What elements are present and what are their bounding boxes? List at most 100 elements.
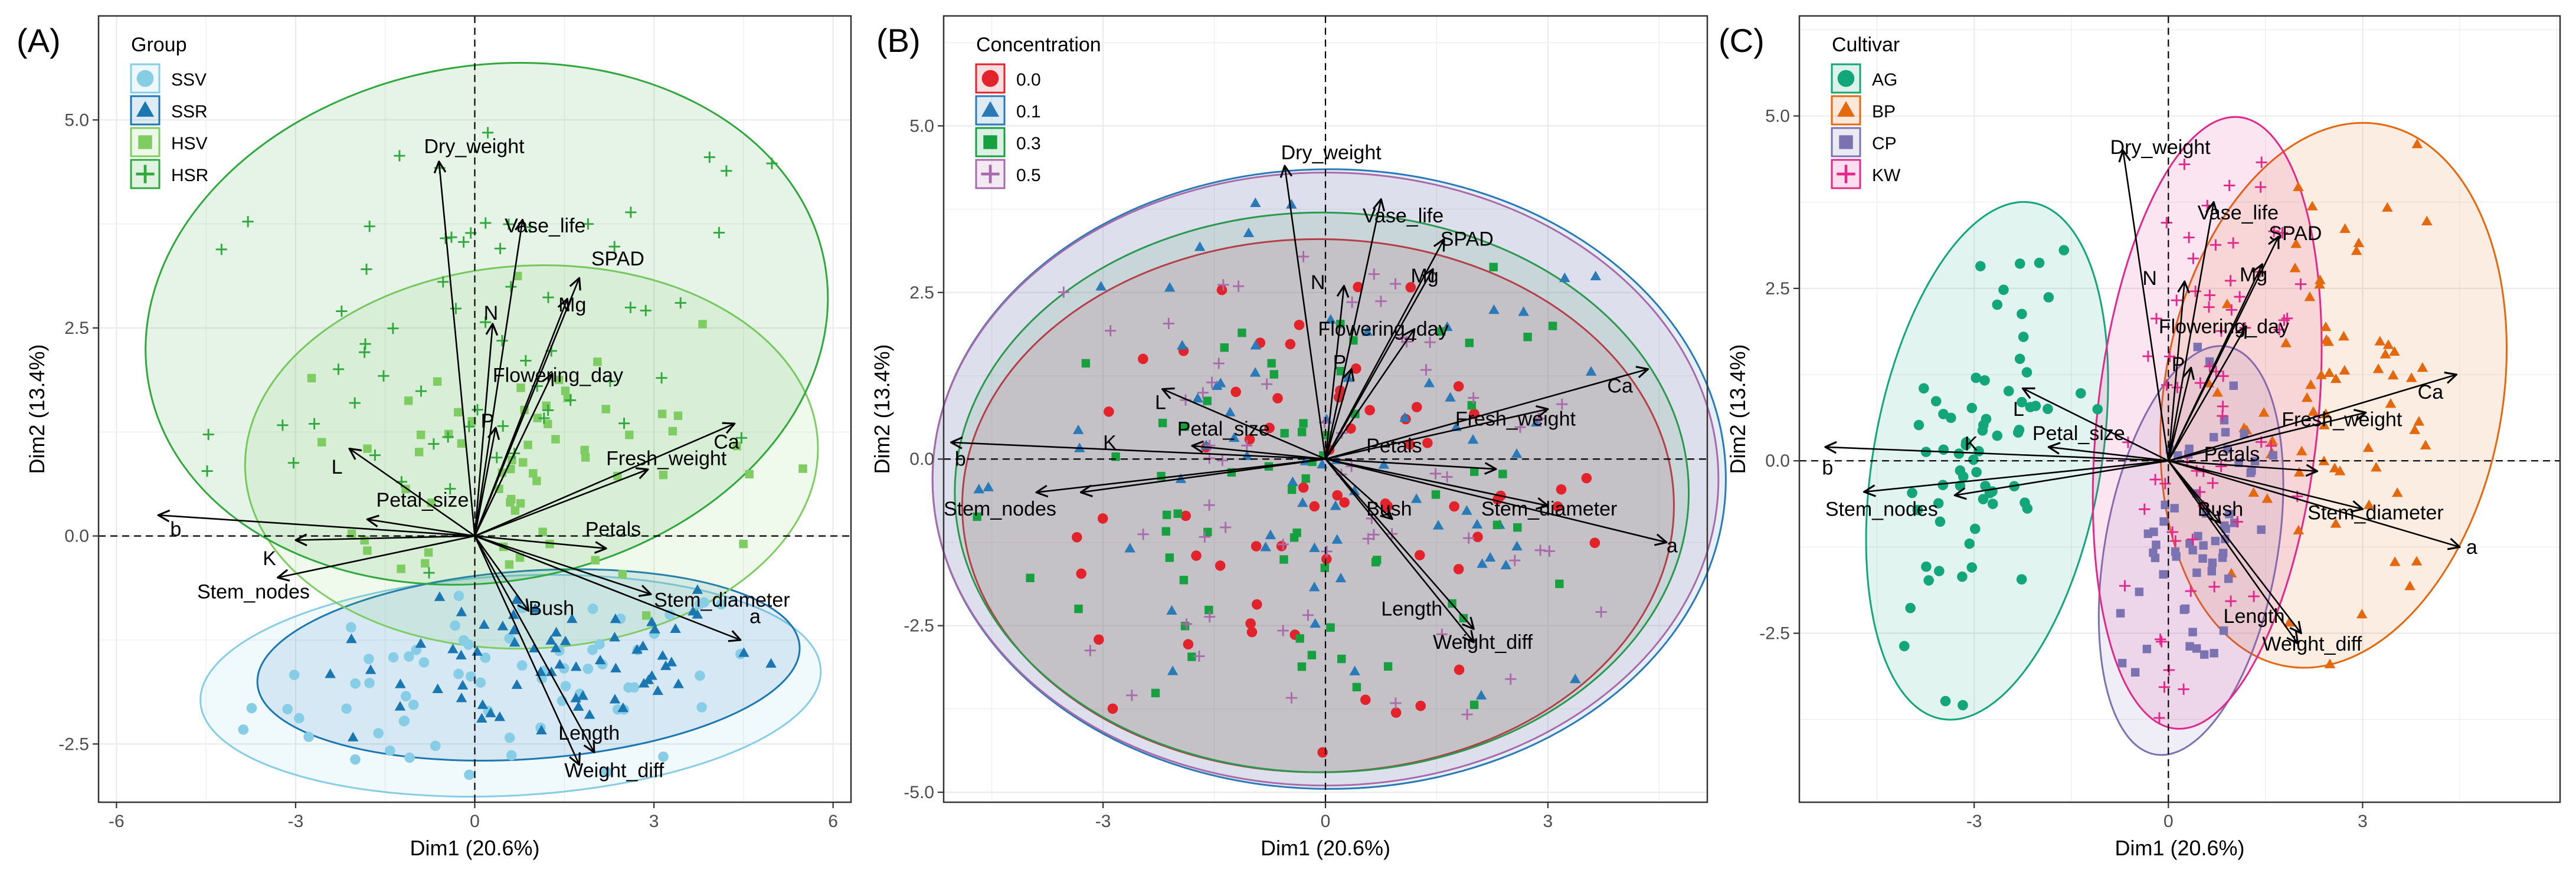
point-hsv xyxy=(424,548,433,557)
point-0-5 xyxy=(1216,455,1228,467)
loading-label-weight-diff: Weight_diff xyxy=(2262,633,2362,655)
point-ssr xyxy=(395,678,406,688)
point-ag xyxy=(1957,571,1968,582)
point-0-1 xyxy=(1467,434,1479,444)
point-ag xyxy=(2003,386,2014,396)
point-0-0 xyxy=(1556,484,1567,495)
point-0-0 xyxy=(1183,639,1194,649)
point-0-0 xyxy=(1251,599,1262,610)
point-ssv xyxy=(346,622,356,633)
point-0-1 xyxy=(1166,605,1177,615)
point-0-5 xyxy=(1505,673,1517,685)
point-ag xyxy=(1899,641,1910,652)
point-0-0 xyxy=(1072,531,1082,543)
loading-label-stem-diameter: Stem_diameter xyxy=(654,589,790,612)
point-ssv xyxy=(238,724,249,735)
point-0-5 xyxy=(1297,251,1310,262)
point-0-3 xyxy=(1337,654,1346,664)
point-bp xyxy=(2329,462,2341,472)
point-0-0 xyxy=(1215,560,1226,571)
point-0-3 xyxy=(1280,429,1289,438)
loading-arrow-vase-life xyxy=(2168,202,2214,461)
point-0-5 xyxy=(1420,364,1432,376)
point-ssv xyxy=(350,754,361,765)
point-hsv xyxy=(580,445,589,455)
point-ssr xyxy=(508,624,520,635)
point-ag xyxy=(1937,480,1949,490)
point-0-0 xyxy=(1390,707,1402,718)
loading-label-bush: Bush xyxy=(1366,498,1412,520)
point-ssr xyxy=(670,623,681,633)
point-ssr xyxy=(546,666,557,677)
loading-label-mg: Mg xyxy=(1410,265,1438,287)
loading-arrow-weight-diff xyxy=(474,536,580,765)
point-0-3 xyxy=(1299,419,1308,428)
loading-label-petals: Petals xyxy=(585,519,641,541)
point-ssv xyxy=(458,635,469,646)
point-ag xyxy=(2017,309,2027,320)
point-ssr xyxy=(610,662,621,672)
point-cp xyxy=(2170,504,2179,513)
point-cp xyxy=(2250,457,2260,466)
point-0-1 xyxy=(1229,432,1240,442)
point-kw xyxy=(2178,158,2190,170)
point-ssv xyxy=(699,597,709,608)
point-hsr xyxy=(444,483,456,495)
loading-arrow-petals xyxy=(1325,458,1496,469)
loading-label-fresh-weight: Fresh_weight xyxy=(606,448,727,470)
point-0-0 xyxy=(1191,550,1202,561)
y-tick-label: 2.5 xyxy=(909,283,934,303)
point-0-5 xyxy=(1368,268,1380,280)
point-ssr xyxy=(594,654,606,665)
loading-label-fresh-weight: Fresh_weight xyxy=(1455,408,1576,431)
loading-arrow-ca xyxy=(2168,375,2456,462)
loading-arrow-k xyxy=(1081,458,1326,492)
point-hsv xyxy=(515,553,525,562)
point-0-5 xyxy=(1126,690,1138,701)
point-0-0 xyxy=(1332,490,1343,501)
point-0-0 xyxy=(1298,482,1309,493)
loading-label-vase-life: Vase_life xyxy=(505,215,585,237)
point-ssv xyxy=(506,750,517,761)
point-bp xyxy=(2351,245,2362,255)
point-0-0 xyxy=(1472,531,1483,543)
point-0-5 xyxy=(1375,296,1387,307)
point-ssv xyxy=(399,716,410,726)
point-hsr xyxy=(640,304,652,317)
legend-symbol-0-0 xyxy=(981,70,999,87)
point-ag xyxy=(1966,562,1978,573)
point-ag xyxy=(1969,523,1981,534)
point-hsr xyxy=(215,244,227,255)
point-0-0 xyxy=(1364,405,1375,416)
point-0-5 xyxy=(1233,280,1245,292)
point-kw xyxy=(2194,377,2207,389)
point-0-3 xyxy=(1179,576,1189,585)
point-ssv xyxy=(629,682,640,693)
point-0-0 xyxy=(1294,320,1305,330)
point-hsv xyxy=(416,430,425,439)
point-cp xyxy=(2192,644,2201,653)
point-ssr xyxy=(550,642,562,652)
point-0-1 xyxy=(1192,392,1203,403)
y-tick-label: -5.0 xyxy=(904,783,934,802)
point-0-5 xyxy=(1368,529,1380,540)
loading-label-dry-weight: Dry_weight xyxy=(424,136,525,158)
point-ssr xyxy=(584,709,595,719)
point-ag xyxy=(2043,403,2053,415)
x-tick-label: -3 xyxy=(288,812,304,831)
point-bp xyxy=(2323,367,2335,378)
point-ag xyxy=(1933,498,1944,509)
point-bp xyxy=(2289,262,2301,273)
point-cp xyxy=(2209,432,2218,442)
point-hsv xyxy=(404,396,413,405)
point-ssv xyxy=(404,752,415,763)
loading-arrow-b xyxy=(158,515,475,537)
point-0-3 xyxy=(1469,467,1479,476)
point-0-3 xyxy=(1307,651,1317,659)
point-ssv xyxy=(364,678,375,688)
point-0-3 xyxy=(1162,510,1171,520)
point-hsr xyxy=(479,316,492,328)
point-ssv xyxy=(385,745,395,756)
point-bp xyxy=(2296,445,2307,455)
